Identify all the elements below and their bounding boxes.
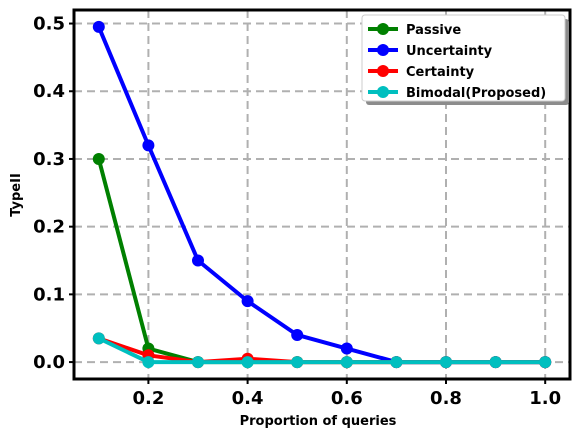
legend-marker — [377, 23, 389, 35]
series-layer — [92, 20, 552, 369]
data-point-bimodal-proposed — [192, 356, 204, 369]
data-point-passive — [92, 152, 105, 165]
data-point-bimodal-proposed — [489, 356, 502, 369]
legend-marker — [377, 86, 389, 98]
legend-marker — [377, 65, 389, 77]
legend: Passive Uncertainty Certainty Bimodal(Propo… — [361, 14, 569, 105]
legend-entry-certainty: Certainty — [368, 65, 475, 80]
x-tick-label: 0.6 — [331, 388, 363, 409]
data-point-bimodal-proposed — [340, 356, 353, 369]
legend-label: Uncertainty — [406, 44, 493, 59]
y-tick-label: 0.2 — [33, 217, 65, 238]
y-tick-label: 0.1 — [33, 284, 65, 305]
legend-box — [361, 14, 566, 102]
data-point-bimodal-proposed — [291, 356, 304, 369]
y-axis-label: TypeII — [9, 173, 24, 217]
data-point-uncertainty — [92, 20, 105, 33]
data-point-bimodal-proposed — [539, 356, 552, 369]
legend-marker — [377, 44, 389, 56]
series-passive — [92, 152, 552, 369]
x-tick-label: 1.0 — [529, 388, 561, 409]
x-axis-label: Proportion of queries — [240, 414, 397, 429]
axes-frame — [72, 8, 572, 381]
data-point-bimodal-proposed — [142, 356, 155, 369]
legend-entries: Passive Uncertainty Certainty Bimodal(Propo… — [368, 23, 546, 101]
y-tick-label: 0.5 — [33, 14, 65, 35]
y-tick-label: 0.3 — [33, 149, 65, 170]
x-tick-label: 0.2 — [132, 388, 164, 409]
ticks: 0.2 0.4 0.6 0.8 1.0 0.0 0.1 0.2 0.3 0.4 0.5 — [33, 14, 561, 409]
legend-label: Passive — [406, 23, 461, 38]
series-bimodal-proposed — [92, 332, 552, 369]
data-point-uncertainty — [142, 139, 155, 152]
data-point-bimodal-proposed — [440, 356, 452, 369]
data-point-bimodal-proposed — [92, 332, 105, 345]
legend-entry-uncertainty: Uncertainty — [368, 44, 493, 59]
data-point-uncertainty — [241, 295, 254, 308]
legend-label: Certainty — [406, 65, 475, 80]
data-point-bimodal-proposed — [241, 356, 254, 369]
legend-entry-bimodal-proposed: Bimodal(Proposed) — [368, 86, 546, 101]
x-tick-label: 0.4 — [232, 388, 264, 409]
y-tick-label: 0.0 — [33, 352, 65, 373]
x-tick-label: 0.8 — [430, 388, 462, 409]
y-tick-label: 0.4 — [33, 81, 65, 102]
data-point-uncertainty — [340, 342, 353, 355]
data-point-uncertainty — [291, 328, 304, 341]
series-line-bimodal-proposed — [97, 336, 546, 365]
legend-entry-passive: Passive — [368, 23, 461, 38]
legend-label: Bimodal(Proposed) — [406, 86, 546, 101]
data-point-uncertainty — [192, 254, 204, 267]
data-point-bimodal-proposed — [390, 356, 403, 369]
